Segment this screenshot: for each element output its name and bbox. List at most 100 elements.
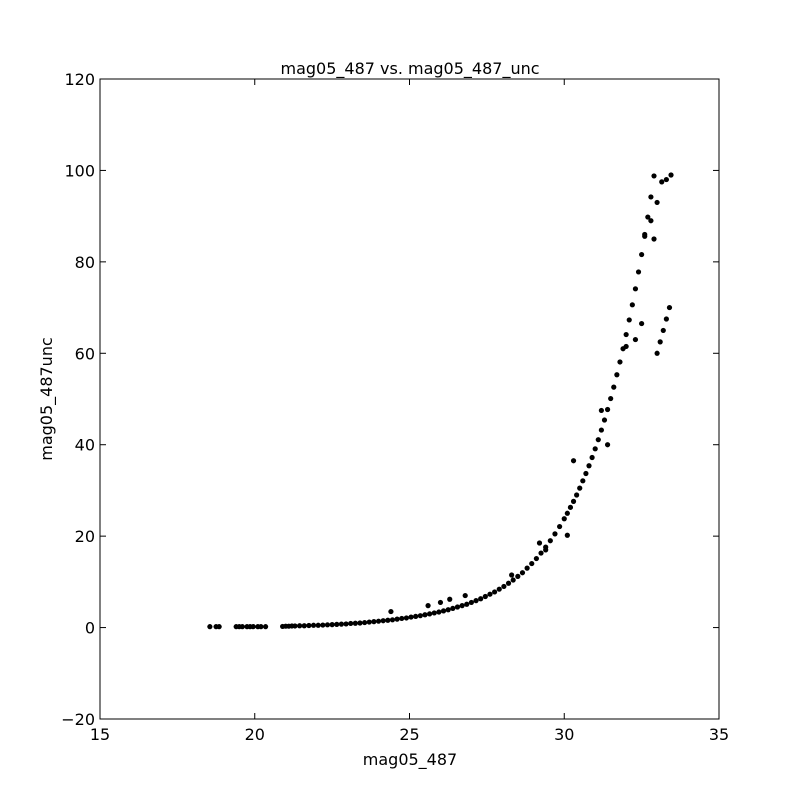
data-point bbox=[538, 550, 544, 556]
data-point bbox=[639, 320, 645, 327]
data-point bbox=[574, 492, 580, 498]
data-point bbox=[623, 331, 629, 338]
data-point bbox=[501, 583, 507, 590]
data-point bbox=[515, 573, 521, 579]
data-point bbox=[654, 199, 660, 206]
data-point bbox=[343, 621, 349, 627]
data-point bbox=[570, 498, 577, 504]
data-point bbox=[611, 384, 617, 390]
data-point bbox=[580, 478, 586, 484]
data-point bbox=[366, 619, 372, 625]
data-point bbox=[462, 592, 468, 599]
data-point bbox=[654, 350, 660, 356]
data-point bbox=[547, 538, 553, 544]
data-point bbox=[632, 286, 639, 292]
data-point bbox=[529, 560, 535, 567]
data-point bbox=[207, 624, 213, 630]
data-point bbox=[496, 586, 502, 592]
data-point bbox=[487, 591, 493, 597]
data-point bbox=[567, 504, 574, 510]
data-point bbox=[413, 613, 419, 619]
data-point bbox=[608, 395, 614, 402]
data-point bbox=[660, 327, 666, 334]
data-point bbox=[561, 516, 567, 522]
data-point bbox=[614, 372, 620, 378]
data-point bbox=[216, 624, 222, 630]
data-point bbox=[589, 454, 595, 461]
data-point bbox=[388, 608, 394, 615]
data-point bbox=[394, 616, 400, 622]
y-axis-label: mag05_487unc bbox=[37, 337, 57, 461]
data-point bbox=[583, 470, 589, 477]
data-point bbox=[564, 532, 570, 538]
y-tick-label: 0 bbox=[85, 619, 95, 638]
data-point bbox=[425, 603, 431, 609]
data-point bbox=[604, 442, 611, 448]
data-point bbox=[445, 607, 451, 613]
data-point bbox=[509, 572, 515, 578]
data-point bbox=[306, 622, 312, 629]
data-point bbox=[623, 343, 629, 350]
y-tick-label: 40 bbox=[75, 436, 95, 455]
data-point bbox=[408, 614, 414, 620]
data-point bbox=[635, 269, 642, 275]
data-point bbox=[639, 251, 645, 258]
y-tick-label: −20 bbox=[61, 710, 95, 729]
data-point bbox=[297, 623, 303, 629]
data-point bbox=[651, 236, 657, 242]
x-tick-label: 25 bbox=[399, 725, 419, 744]
y-tick-label: 100 bbox=[64, 161, 95, 180]
data-point bbox=[334, 621, 340, 627]
scatter-points bbox=[207, 172, 674, 630]
x-axis-ticks: 15 20 25 30 35 bbox=[90, 79, 729, 744]
data-point bbox=[258, 624, 264, 630]
data-point bbox=[447, 596, 453, 602]
data-point bbox=[533, 555, 539, 562]
data-point bbox=[592, 446, 598, 452]
data-point bbox=[510, 577, 516, 583]
data-point bbox=[380, 618, 386, 624]
data-point bbox=[642, 231, 648, 238]
data-point bbox=[536, 540, 543, 546]
data-point bbox=[595, 437, 601, 443]
data-point bbox=[629, 302, 635, 308]
data-point bbox=[310, 622, 317, 628]
data-point bbox=[250, 624, 256, 630]
data-point bbox=[617, 359, 623, 365]
data-point bbox=[651, 173, 657, 179]
data-point bbox=[375, 618, 382, 624]
data-point bbox=[437, 599, 444, 606]
data-point bbox=[601, 417, 608, 423]
x-tick-label: 35 bbox=[709, 725, 729, 744]
data-point bbox=[586, 463, 592, 469]
data-point bbox=[598, 407, 604, 414]
x-tick-label: 15 bbox=[90, 725, 110, 744]
data-point bbox=[543, 547, 549, 553]
data-point bbox=[604, 406, 611, 413]
data-point bbox=[329, 622, 335, 628]
data-point bbox=[632, 336, 639, 343]
y-tick-label: 80 bbox=[75, 253, 95, 272]
data-point bbox=[338, 621, 345, 627]
data-point bbox=[564, 510, 570, 516]
data-point bbox=[454, 604, 461, 610]
data-point bbox=[324, 622, 331, 628]
data-point bbox=[626, 317, 632, 323]
data-point bbox=[399, 615, 405, 622]
data-point bbox=[301, 623, 307, 629]
data-point bbox=[478, 596, 484, 602]
plot-area-frame bbox=[99, 78, 720, 720]
data-point bbox=[666, 304, 673, 311]
data-point bbox=[357, 620, 363, 626]
y-axis-ticks: −20 0 20 40 60 80 100 120 bbox=[61, 70, 719, 729]
data-point bbox=[440, 608, 447, 614]
data-point bbox=[464, 601, 470, 607]
data-point bbox=[492, 589, 498, 595]
data-point bbox=[645, 214, 651, 220]
y-tick-label: 20 bbox=[75, 527, 95, 546]
data-point bbox=[552, 531, 558, 537]
y-tick-label: 120 bbox=[64, 70, 95, 89]
data-point bbox=[348, 620, 354, 627]
x-tick-label: 20 bbox=[245, 725, 265, 744]
